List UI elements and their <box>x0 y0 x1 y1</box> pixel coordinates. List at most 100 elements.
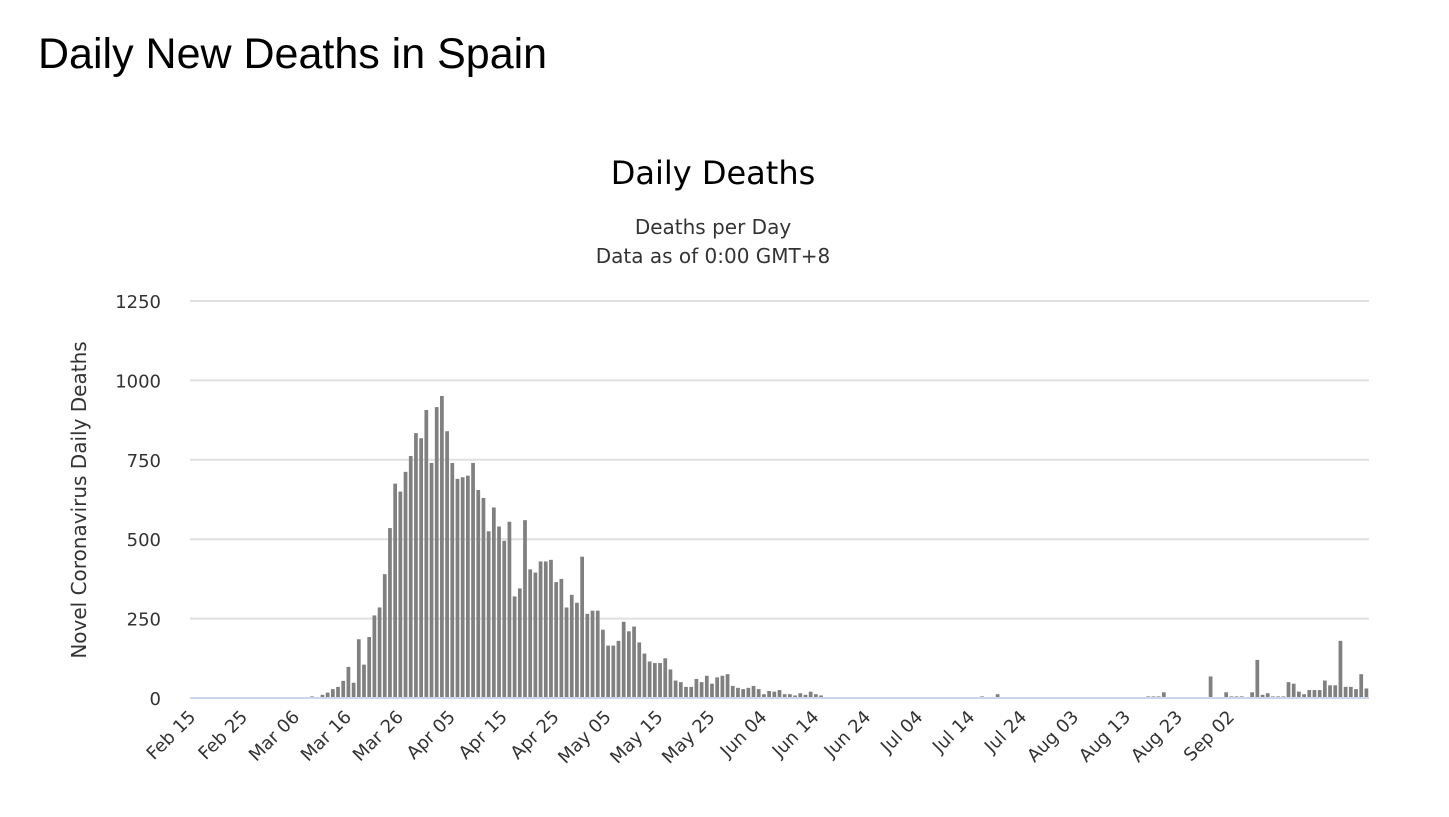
bar[interactable] <box>440 395 444 698</box>
bar[interactable] <box>528 569 533 698</box>
bar[interactable] <box>1224 692 1229 698</box>
bar[interactable] <box>320 694 325 698</box>
bar[interactable] <box>746 687 751 698</box>
bar[interactable] <box>663 658 668 698</box>
bar[interactable] <box>455 478 460 698</box>
bar[interactable] <box>1250 692 1255 698</box>
bar[interactable] <box>1255 659 1260 698</box>
bar[interactable] <box>382 574 387 698</box>
bar[interactable] <box>590 610 595 698</box>
bar[interactable] <box>808 691 813 698</box>
bar[interactable] <box>741 689 746 698</box>
bar[interactable] <box>460 477 465 698</box>
bar[interactable] <box>336 686 340 698</box>
bar[interactable] <box>491 507 496 698</box>
bar[interactable] <box>699 682 704 698</box>
bar[interactable] <box>606 645 610 698</box>
bar[interactable] <box>575 602 579 698</box>
bar[interactable] <box>689 686 694 698</box>
bar[interactable] <box>393 483 398 698</box>
bar[interactable] <box>777 690 782 698</box>
bar[interactable] <box>517 588 522 698</box>
bar[interactable] <box>652 663 657 698</box>
bar[interactable] <box>1328 685 1332 698</box>
bar[interactable] <box>362 664 366 698</box>
bar[interactable] <box>559 578 564 698</box>
bar[interactable] <box>1260 694 1265 698</box>
bar[interactable] <box>388 528 392 698</box>
bar[interactable] <box>736 687 740 698</box>
bar[interactable] <box>554 582 559 698</box>
bar[interactable] <box>642 653 647 698</box>
bar[interactable] <box>471 462 475 698</box>
bar[interactable] <box>445 431 449 698</box>
bar[interactable] <box>803 694 808 698</box>
bar[interactable] <box>1161 692 1166 698</box>
bar[interactable] <box>351 682 356 698</box>
bar[interactable] <box>502 540 507 698</box>
bar[interactable] <box>658 663 662 698</box>
bar[interactable] <box>762 694 766 698</box>
bar[interactable] <box>497 526 501 699</box>
bar[interactable] <box>450 462 455 698</box>
bar[interactable] <box>995 694 1000 698</box>
bar[interactable] <box>611 645 616 698</box>
bar[interactable] <box>466 475 470 698</box>
bar[interactable] <box>1317 690 1322 698</box>
bar[interactable] <box>1359 674 1364 698</box>
bar[interactable] <box>751 685 756 698</box>
bar[interactable] <box>346 666 351 698</box>
bar[interactable] <box>1322 680 1327 698</box>
bar[interactable] <box>1343 686 1348 698</box>
bar[interactable] <box>403 471 408 698</box>
bar[interactable] <box>704 675 709 698</box>
bar[interactable] <box>720 675 725 698</box>
bar[interactable] <box>595 610 600 698</box>
bar[interactable] <box>523 520 527 698</box>
bar[interactable] <box>398 491 403 698</box>
bar[interactable] <box>637 642 642 698</box>
bar[interactable] <box>730 685 735 698</box>
bar[interactable] <box>788 694 792 698</box>
bar[interactable] <box>1297 691 1301 698</box>
bar[interactable] <box>585 613 590 698</box>
bar[interactable] <box>1302 694 1306 698</box>
bar[interactable] <box>377 607 382 698</box>
bar[interactable] <box>549 559 553 698</box>
bar[interactable] <box>512 596 517 698</box>
bar[interactable] <box>694 678 699 698</box>
bar[interactable] <box>798 693 803 698</box>
bar[interactable] <box>1286 682 1291 698</box>
bar[interactable] <box>725 674 730 698</box>
bar[interactable] <box>668 669 673 698</box>
bar[interactable] <box>476 489 481 698</box>
bar[interactable] <box>429 462 434 698</box>
bar[interactable] <box>616 640 621 698</box>
bar[interactable] <box>1348 686 1353 698</box>
bar[interactable] <box>434 407 439 698</box>
bar[interactable] <box>372 615 377 698</box>
bar[interactable] <box>419 438 423 698</box>
bar[interactable] <box>507 521 512 698</box>
bar[interactable] <box>356 639 361 698</box>
bar[interactable] <box>341 680 346 698</box>
bar[interactable] <box>673 680 678 698</box>
bar[interactable] <box>782 694 787 698</box>
bar[interactable] <box>772 691 777 698</box>
bar[interactable] <box>1291 683 1296 698</box>
bar[interactable] <box>538 561 543 698</box>
bar[interactable] <box>715 677 720 698</box>
bar[interactable] <box>813 694 818 698</box>
bar[interactable] <box>793 695 797 698</box>
bar[interactable] <box>1338 640 1343 698</box>
bar[interactable] <box>710 683 714 698</box>
bar[interactable] <box>1208 676 1213 698</box>
bar[interactable] <box>424 409 429 698</box>
bar[interactable] <box>580 556 584 698</box>
bar[interactable] <box>414 433 418 698</box>
bar[interactable] <box>1312 690 1317 698</box>
bar[interactable] <box>325 692 330 698</box>
bar[interactable] <box>1265 693 1270 698</box>
bar[interactable] <box>678 682 683 698</box>
bar[interactable] <box>684 686 688 698</box>
